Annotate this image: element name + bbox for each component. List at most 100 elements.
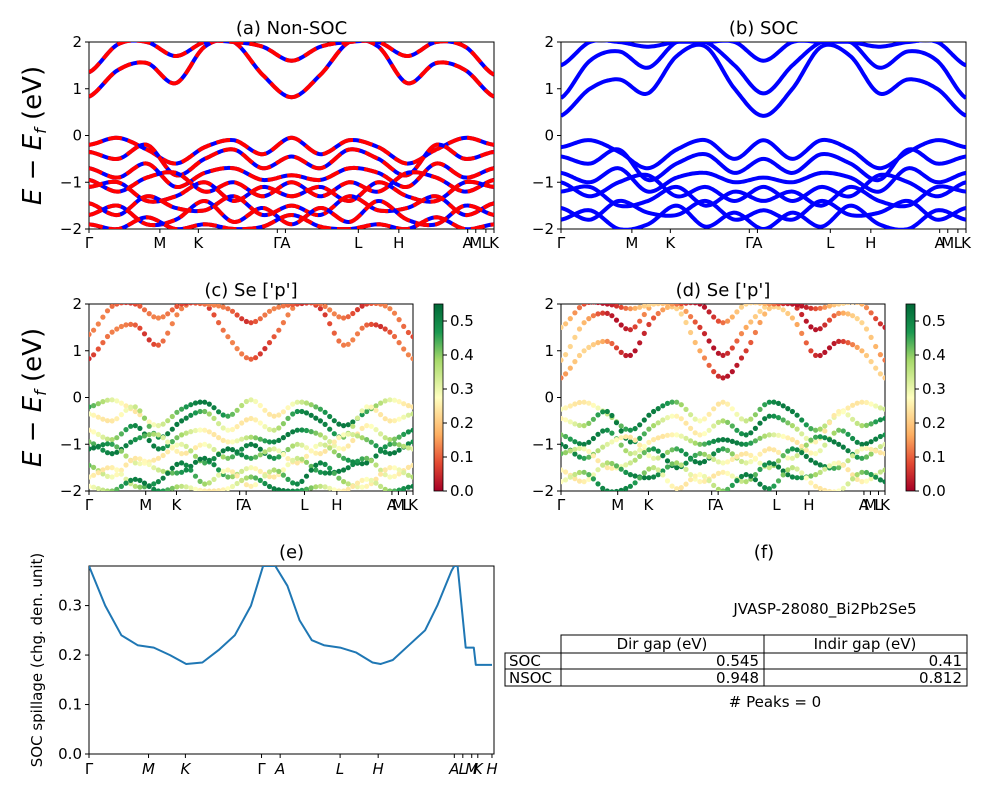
band-point xyxy=(266,426,273,433)
band-point xyxy=(720,375,726,381)
band-point xyxy=(327,485,333,491)
band-point xyxy=(688,456,694,462)
band-point xyxy=(248,356,254,362)
band-point xyxy=(789,408,796,415)
band-point xyxy=(294,455,300,461)
band-point xyxy=(803,475,809,481)
band-point xyxy=(123,453,129,459)
band-point xyxy=(683,481,689,487)
band-point xyxy=(563,417,569,423)
band-line xyxy=(561,172,966,203)
figure-label: JVASP-28080_Bi2Pb2Se5 xyxy=(732,600,916,619)
band-point xyxy=(396,471,402,477)
band-point xyxy=(179,432,185,438)
band-point xyxy=(206,443,212,449)
band-point xyxy=(882,324,885,330)
band-point xyxy=(299,478,305,484)
band-point xyxy=(752,438,759,444)
band-point xyxy=(586,472,592,478)
band-point xyxy=(104,441,111,447)
band-point xyxy=(387,329,393,335)
band-line-up xyxy=(89,42,494,77)
band-point xyxy=(836,465,842,471)
band-point xyxy=(350,437,356,444)
band-point xyxy=(327,426,333,432)
band-point xyxy=(674,465,680,471)
x-tick-label: M xyxy=(392,496,405,514)
band-point xyxy=(354,480,361,486)
band-point xyxy=(91,327,97,333)
band-point xyxy=(336,468,342,474)
band-point xyxy=(114,435,120,441)
band-point xyxy=(789,304,795,307)
band-point xyxy=(248,415,254,422)
band-point xyxy=(734,309,740,315)
band-point xyxy=(646,475,652,481)
band-point xyxy=(873,343,879,350)
band-point xyxy=(378,471,384,477)
band-point xyxy=(169,470,175,476)
band-point xyxy=(604,427,610,433)
band-point xyxy=(840,462,846,468)
band-point xyxy=(322,461,328,467)
band-point xyxy=(382,398,388,404)
x-tick-label: K xyxy=(489,234,500,252)
band-point xyxy=(248,434,254,440)
band-point xyxy=(313,415,319,421)
x-tick-label: K xyxy=(193,234,204,252)
band-point xyxy=(378,448,384,454)
band-point xyxy=(738,451,745,457)
band-point xyxy=(290,480,296,486)
band-point xyxy=(836,310,842,316)
band-point xyxy=(715,350,722,356)
band-point xyxy=(752,456,759,462)
band-point xyxy=(669,461,675,467)
band-point xyxy=(313,467,319,473)
band-point xyxy=(868,334,874,340)
band-point xyxy=(697,418,703,424)
band-point xyxy=(253,466,259,472)
y-tick-label: 0.3 xyxy=(58,597,82,615)
x-tick-label: L xyxy=(826,234,835,252)
colorbar xyxy=(905,303,916,492)
band-point xyxy=(118,431,124,437)
band-point xyxy=(701,451,708,457)
band-point xyxy=(683,406,689,412)
band-point xyxy=(664,415,671,421)
band-point xyxy=(840,310,846,316)
band-point xyxy=(613,317,620,323)
band-point xyxy=(623,434,629,440)
band-point xyxy=(345,422,351,428)
band-point xyxy=(179,306,185,312)
band-lines xyxy=(561,42,966,229)
band-point xyxy=(91,464,97,470)
band-point xyxy=(368,304,374,306)
band-point xyxy=(91,403,97,409)
band-point xyxy=(225,446,231,452)
band-point xyxy=(743,432,749,438)
band-point xyxy=(104,308,111,314)
band-point xyxy=(775,415,782,421)
band-point xyxy=(660,403,666,409)
panel-title: (c) Se ['p'] xyxy=(204,280,297,301)
band-point xyxy=(123,476,129,482)
band-point xyxy=(845,311,851,317)
band-point xyxy=(165,311,171,317)
band-point xyxy=(262,346,268,352)
band-point xyxy=(803,435,809,441)
band-point xyxy=(317,306,323,312)
band-point xyxy=(123,304,129,306)
band-point xyxy=(248,474,254,480)
band-point xyxy=(401,346,407,352)
band-point xyxy=(391,441,398,447)
band-point xyxy=(576,399,583,406)
band-point xyxy=(688,472,694,478)
band-point xyxy=(243,454,249,460)
band-point xyxy=(345,431,351,437)
band-point xyxy=(165,439,171,445)
band-point xyxy=(239,477,245,483)
band-point xyxy=(229,308,236,314)
band-point xyxy=(141,433,148,439)
band-line xyxy=(561,42,966,68)
